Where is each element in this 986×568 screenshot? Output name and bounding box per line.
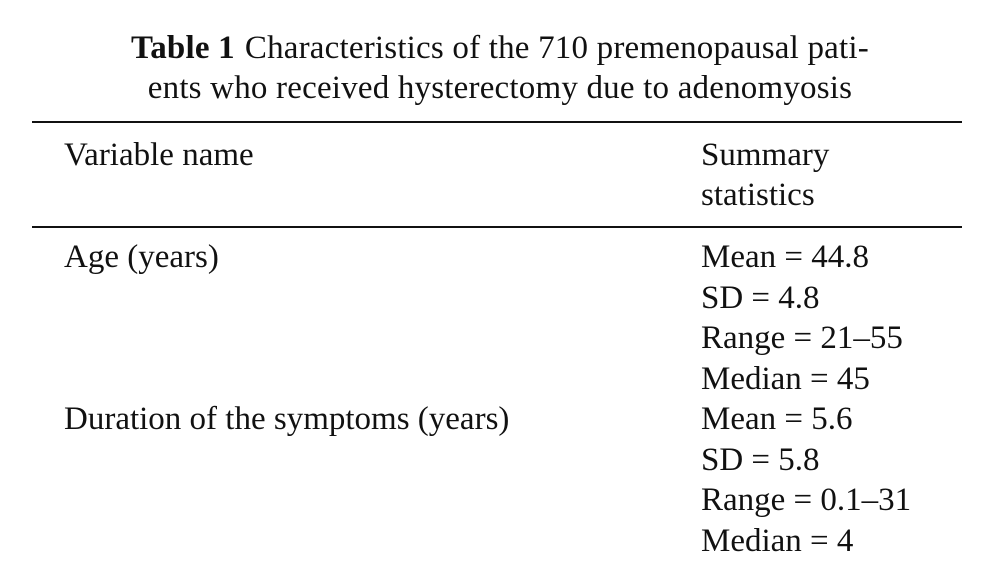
row-name-duration: Duration of the symptoms (years)	[64, 401, 510, 437]
header-rule	[32, 226, 962, 228]
table-caption: Table 1 Characteristics of the 710 premen…	[40, 28, 960, 108]
stat-range: Range = 0.1–31	[701, 482, 912, 518]
stat-median: Median = 45	[701, 360, 870, 397]
row-name-age: Age (years)	[64, 239, 219, 275]
header-summary-statistics: Summary statistics	[701, 135, 829, 215]
caption-text-1: Characteristics of the 710 premenopausal…	[244, 30, 869, 66]
stat-sd: SD = 5.8	[701, 441, 820, 478]
stat-mean: Mean = 44.8	[701, 239, 869, 275]
header-summary-line-1: Summary	[701, 137, 830, 173]
header-variable-name: Variable name	[64, 137, 254, 173]
table-label: Table 1	[131, 30, 235, 66]
stat-mean: Mean = 5.6	[701, 401, 853, 437]
stat-sd: SD = 4.8	[701, 279, 820, 316]
caption-line-1: Table 1 Characteristics of the 710 premen…	[40, 28, 960, 68]
header-summary-line-2: statistics	[701, 177, 815, 213]
row-stats-duration: Mean = 5.6 SD = 5.8 Range = 0.1–31 Media…	[701, 399, 911, 561]
caption-line-2: ents who received hysterectomy due to ad…	[147, 70, 853, 106]
top-rule	[32, 121, 962, 123]
row-stats-age: Mean = 44.8 SD = 4.8 Range = 21–55 Media…	[701, 237, 903, 399]
stat-median: Median = 4	[701, 522, 854, 559]
stat-range: Range = 21–55	[701, 320, 903, 356]
